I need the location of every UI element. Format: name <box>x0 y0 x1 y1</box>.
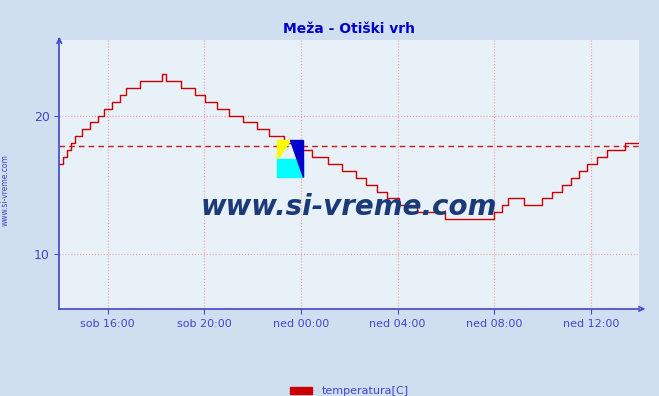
Polygon shape <box>277 158 303 177</box>
Polygon shape <box>277 140 290 158</box>
Legend: temperatura[C], pretok[m3/s]: temperatura[C], pretok[m3/s] <box>286 382 413 396</box>
Text: www.si-vreme.com: www.si-vreme.com <box>1 154 10 226</box>
Title: Meža - Otiški vrh: Meža - Otiški vrh <box>283 22 415 36</box>
Text: www.si-vreme.com: www.si-vreme.com <box>201 192 498 221</box>
Polygon shape <box>290 140 303 177</box>
